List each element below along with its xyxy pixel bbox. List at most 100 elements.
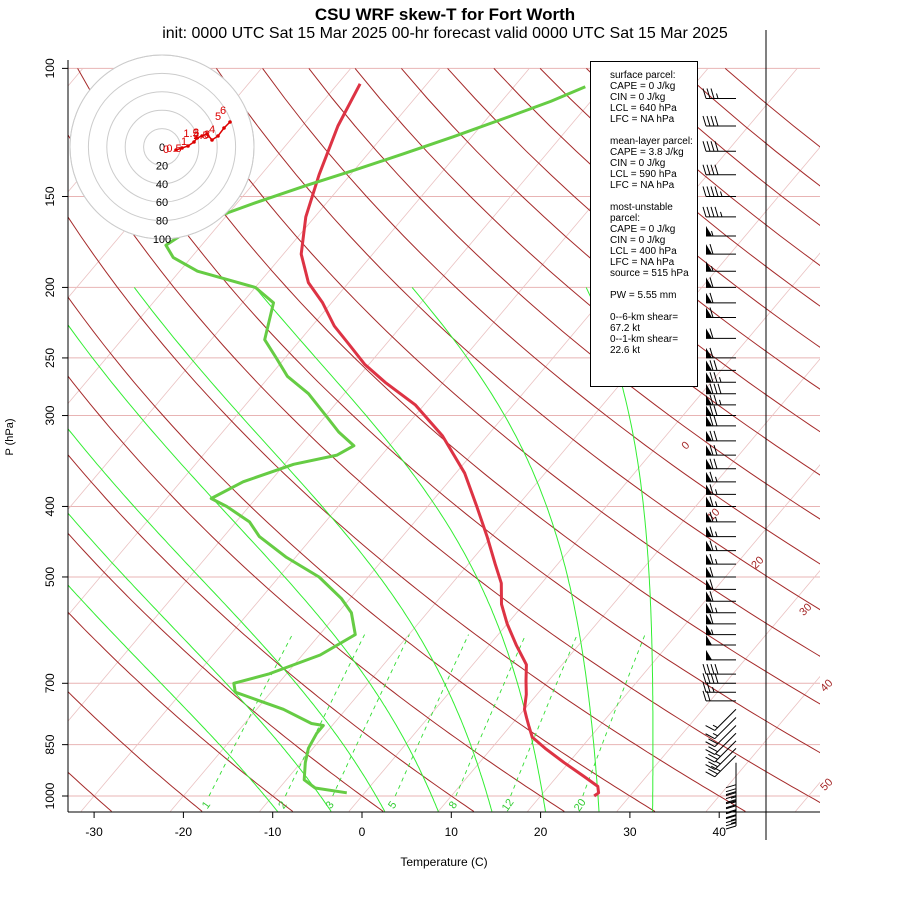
barb-flag [706,307,712,318]
barb-full [713,360,718,371]
most-unstable-lfc: LFC = NA hPa [610,257,675,268]
wind-barb [706,360,736,371]
wind-barb [706,243,736,255]
hodograph-label: 1 [181,136,187,148]
surface-lfc: LFC = NA hPa [610,114,675,125]
barb-flag [706,634,712,645]
barb-half [715,489,718,495]
barb-half [711,266,714,272]
hodograph-ring [143,128,181,166]
surface-lcl: LCL = 640 hPa [610,103,677,114]
barb-full [714,206,719,218]
shear-0-1km: 0--1-km shear= 22.6 kt [610,334,679,356]
wind-barb [706,602,736,614]
barb-full [713,383,718,394]
hodograph-ring [106,91,218,203]
wind-barb [706,292,736,304]
barb-half [730,818,737,821]
barb-full [706,673,711,684]
barb-full [725,825,737,830]
barb-full [717,383,722,394]
barb-full [725,792,737,797]
barb-flag [706,328,712,339]
hodograph-point [205,132,209,136]
dry-adiabat [68,454,475,812]
barb-full [725,805,737,810]
dry-adiabat [68,216,746,812]
isotherm-line [616,570,820,812]
wind-barb [706,383,736,395]
barb-flag [706,458,712,469]
x-tick-label: 10 [445,825,459,839]
hodograph-ring-label: 0 [159,142,165,154]
barb-full [702,206,707,218]
barb-half [712,687,715,693]
wind-barb [702,164,736,176]
moist-adiabat [68,584,278,812]
barb-full [709,496,714,507]
hodograph-label: 5 [215,111,221,123]
moist-adiabat [411,287,600,812]
x-tick-label: 20 [534,825,548,839]
wind-barb [706,372,736,383]
wind-barb [706,634,736,646]
barb-half [715,558,718,565]
hodograph-point [228,120,232,124]
barb-full [706,164,711,175]
barb-full [709,307,714,318]
barb-full [709,292,714,303]
barb-full [713,394,718,405]
hodograph-point [216,134,220,138]
hodograph-point [180,146,184,150]
barb-full [714,663,719,675]
moist-adiabat [585,287,654,812]
hodograph-ring-label: 20 [156,160,168,172]
barb-half [715,753,721,757]
barb-flag [706,566,712,577]
barb-flag [706,511,712,522]
mixing-ratio-label: 12 [500,797,517,814]
barb-full [725,795,737,800]
most-unstable-cape: CAPE = 0 J/kg [610,224,676,235]
hodograph-label: 0 [163,144,169,156]
barb-half [715,545,718,551]
barb-full [705,756,716,763]
barb-staff [714,708,737,731]
barb-staff [714,725,737,748]
dewpoint-profile [164,85,586,795]
barb-full [706,186,711,197]
barb-full [710,164,715,175]
most-unstable-cin: CIN = 0 J/kg [610,235,666,246]
wind-barb [702,673,736,684]
wind-barb [706,394,736,406]
y-tick-label: 400 [43,496,57,516]
dry-adiabat [77,68,820,754]
barb-half [715,531,718,537]
barb-full [708,768,718,775]
barb-full [714,186,719,197]
barb-full [709,430,714,441]
dry-adiabat [401,68,820,433]
mixing-ratio-label: 20 [572,797,589,814]
dry-adiabat [215,68,820,611]
mixing-ratio-line [284,634,366,797]
barb-half [712,724,718,729]
barb-full [702,88,707,99]
barb-full [709,360,714,371]
mixing-ratio-line [455,634,527,797]
barb-full [708,753,718,760]
mixing-ratio-line [582,634,646,797]
hodograph-ring-label: 40 [156,179,168,191]
isotherm-line [348,252,820,812]
hodograph-ring-label: 80 [156,216,168,228]
wind-barb [706,471,736,483]
x-tick-label: 40 [713,825,727,839]
barb-staff [714,740,737,763]
barb-flag [706,277,712,288]
barb-full [714,141,719,152]
isotherm-line [885,68,900,811]
wind-barb [706,405,736,417]
x-tick-label: -30 [85,825,103,839]
barb-full [709,243,714,255]
barb-flag [706,471,712,482]
